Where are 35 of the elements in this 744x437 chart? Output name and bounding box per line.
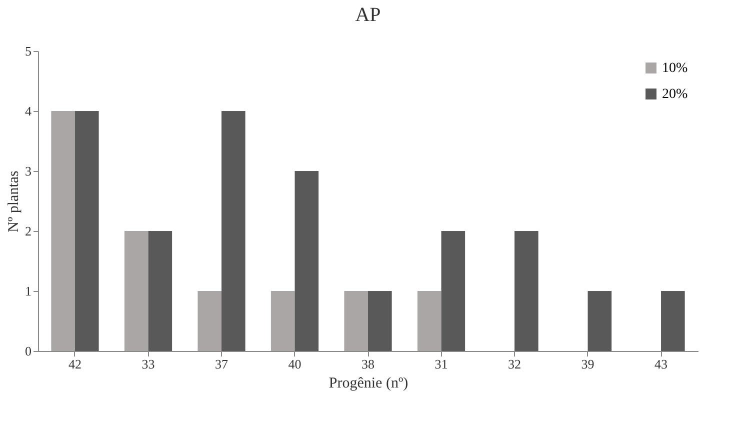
y-tick-label: 2 — [25, 224, 32, 238]
bar — [368, 291, 392, 351]
y-axis-title: Nº plantas — [6, 170, 22, 232]
y-tick-label: 1 — [25, 284, 32, 298]
x-tick-label: 37 — [214, 356, 228, 372]
chart-title: AP — [355, 4, 381, 26]
x-tick-label: 32 — [508, 356, 522, 372]
y-tick-label: 5 — [25, 44, 32, 58]
bar — [344, 291, 368, 351]
bar — [294, 171, 319, 351]
legend-label: 10% — [662, 61, 688, 76]
y-tick-label: 0 — [25, 344, 32, 358]
x-tick-label: 33 — [142, 356, 155, 372]
bar — [74, 111, 99, 351]
bar — [148, 231, 172, 351]
bar — [270, 291, 295, 351]
bar — [514, 231, 538, 351]
bar — [51, 111, 75, 351]
bar — [441, 231, 466, 351]
bar — [124, 231, 148, 351]
bar — [661, 291, 685, 351]
x-tick-label: 43 — [654, 356, 668, 372]
x-tick-label: 31 — [434, 356, 448, 372]
y-tick-label: 4 — [25, 104, 32, 118]
x-tick-label: 42 — [68, 356, 82, 372]
x-tick-label: 40 — [288, 356, 302, 372]
x-tick-label: 39 — [581, 356, 594, 372]
y-tick-label: 3 — [25, 164, 32, 178]
x-axis-title: Progênie (nº) — [328, 376, 408, 392]
bar — [588, 291, 612, 351]
x-tick-label: 38 — [362, 356, 374, 372]
bar — [221, 111, 246, 351]
bar — [198, 291, 222, 351]
legend-label: 20% — [662, 87, 688, 102]
bar — [417, 291, 442, 351]
